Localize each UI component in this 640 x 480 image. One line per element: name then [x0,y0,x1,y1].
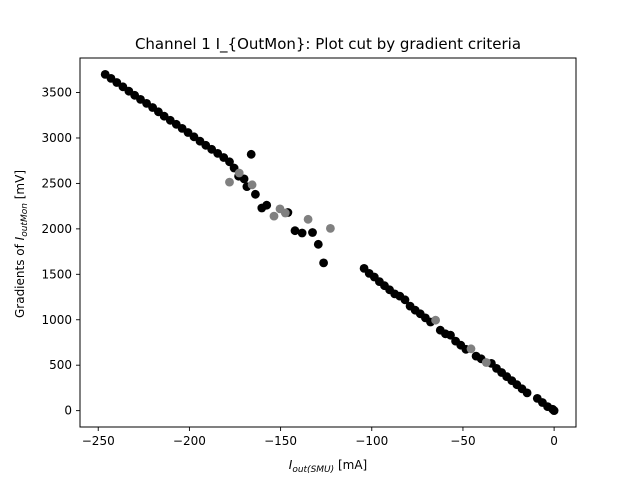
data-point-series-2 [234,168,244,178]
data-point-series-2 [466,344,476,354]
x-axis-label-unit: [mA] [334,458,367,472]
y-tick-label: 3500 [41,86,72,100]
x-tick-label: −150 [264,434,297,448]
data-point-series-1 [522,388,532,398]
x-tick-label: −200 [173,434,206,448]
data-point-series-2 [225,177,234,187]
data-point-series-1 [297,228,307,238]
x-tick-label: 0 [550,434,558,448]
data-point-series-1 [313,239,323,249]
y-axis-label-unit: [mV] [13,170,27,203]
y-axis-label-subscript: outMon [20,203,30,237]
chart-title: Channel 1 I_{OutMon}: Plot cut by gradie… [135,35,521,54]
x-axis-label: Iout(SMU) [mA] [289,458,367,475]
y-tick-label: 1000 [41,313,72,327]
data-point-series-1 [262,200,272,210]
data-point-series-2 [269,211,279,221]
data-point-series-1 [446,330,455,340]
data-point-series-1 [246,149,256,159]
x-tick-label: −100 [355,434,388,448]
x-axis-ticks: −250 −200 −150 −100 −50 0 [82,427,558,448]
y-tick-label: 500 [49,358,72,372]
y-tick-label: 1500 [41,267,72,281]
data-point-series-1 [112,78,122,87]
x-tick-label: −250 [82,434,115,448]
data-point-series-1 [400,295,410,305]
y-tick-label: 0 [64,404,72,418]
y-tick-label: 2500 [41,176,72,190]
data-point-series-1 [239,174,249,184]
data-point-series-1 [251,189,260,199]
y-tick-label: 3000 [41,131,72,145]
data-point-series-2 [303,214,313,224]
data-point-series-2 [431,315,440,325]
y-tick-label: 2000 [41,222,72,236]
y-axis-ticks: 0 500 1000 1500 2000 2500 3000 3500 [41,86,80,418]
y-axis-label-var: I [13,236,27,240]
data-point-series-2 [247,180,257,190]
data-point-series-1 [319,258,328,268]
x-tick-label: −50 [450,434,475,448]
data-point-series-1 [549,406,559,415]
data-points [100,70,559,415]
y-axis-label-prefix: Gradients of [13,240,27,318]
data-point-series-1 [290,226,300,236]
data-point-series-2 [280,208,290,218]
data-point-series-1 [225,157,234,167]
plot-area-frame [79,57,577,428]
x-axis-label-var: I [289,458,293,472]
data-point-series-1 [308,228,317,237]
data-point-series-2 [481,358,491,367]
x-axis-label-subscript: out(SMU) [292,465,334,475]
y-axis-label: Gradients of IoutMon [mV] [13,170,30,318]
data-point-series-2 [326,224,335,233]
